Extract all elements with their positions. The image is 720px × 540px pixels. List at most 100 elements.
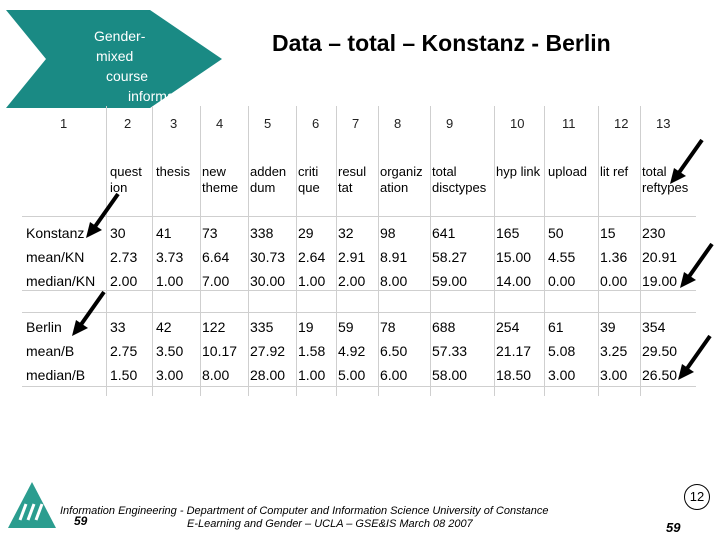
- row-label: mean/KN: [26, 249, 85, 265]
- column-number: 5: [264, 116, 272, 131]
- slide-number-badge: 12: [684, 484, 710, 510]
- table-cell: 50: [548, 225, 564, 241]
- table-cell: 26.50: [642, 367, 678, 383]
- table-cell: 1.00: [298, 367, 326, 383]
- table-cell: 28.00: [250, 367, 286, 383]
- column-label: thesis: [156, 164, 190, 179]
- column-label: resul: [338, 164, 367, 179]
- banner-line: mixed: [96, 48, 134, 64]
- black-arrow-icon: [678, 334, 712, 380]
- column-label: organiz: [380, 164, 423, 179]
- column-label: lit ref: [600, 164, 629, 179]
- column-number: 12: [614, 116, 629, 131]
- row-label: median/B: [26, 367, 86, 383]
- column-number: 8: [394, 116, 402, 131]
- column-number: 4: [216, 116, 224, 131]
- table-cell: 8.91: [380, 249, 408, 265]
- column-number: 7: [352, 116, 360, 131]
- table-cell: 30: [110, 225, 126, 241]
- table-cell: 5.08: [548, 343, 576, 359]
- column-label: ion: [110, 180, 128, 195]
- table-cell: 29.50: [642, 343, 678, 359]
- table-cell: 57.33: [432, 343, 468, 359]
- banner-line: informat: [128, 88, 179, 104]
- column-number: 11: [562, 116, 576, 131]
- table-cell: 254: [496, 319, 520, 335]
- table-cell: 4.55: [548, 249, 576, 265]
- column-label: total: [432, 164, 457, 179]
- table-cell: 2.00: [110, 273, 138, 289]
- table-cell: 58.00: [432, 367, 468, 383]
- row-label: mean/B: [26, 343, 75, 359]
- table-cell: 7.00: [202, 273, 230, 289]
- table-cell: 2.91: [338, 249, 366, 265]
- column-number: 13: [656, 116, 671, 131]
- table-cell: 1.00: [156, 273, 184, 289]
- footer-event: E-Learning and Gender – UCLA – GSE&IS Ma…: [187, 518, 473, 530]
- column-label: hyp link: [496, 164, 541, 179]
- column-label: quest: [110, 164, 142, 179]
- footer-institution: Information Engineering - Department of …: [60, 505, 549, 517]
- table-cell: 15: [600, 225, 616, 241]
- table-cell: 59.00: [432, 273, 468, 289]
- column-label: upload: [548, 164, 588, 179]
- column-label: que: [298, 180, 320, 195]
- table-cell: 21.17: [496, 343, 532, 359]
- column-label: ation: [380, 180, 409, 195]
- black-arrow-icon: [680, 242, 714, 288]
- table-cell: 18.50: [496, 367, 532, 383]
- table-cell: 33: [110, 319, 126, 335]
- grid-line: [296, 106, 297, 396]
- grid-line: [248, 106, 249, 396]
- grid-line: [22, 386, 696, 387]
- table-cell: 4.92: [338, 343, 366, 359]
- table-cell: 59: [338, 319, 354, 335]
- column-number: 1: [60, 116, 68, 131]
- table-cell: 688: [432, 319, 456, 335]
- university-logo-icon: [8, 482, 56, 528]
- table-cell: 165: [496, 225, 520, 241]
- grid-line: [640, 106, 641, 396]
- column-number: 3: [170, 116, 178, 131]
- column-label: total: [642, 164, 667, 179]
- page-number-right: 59: [666, 520, 681, 535]
- grid-line: [378, 106, 379, 396]
- table-cell: 30.73: [250, 249, 286, 265]
- table-cell: 0.00: [600, 273, 628, 289]
- table-cell: 2.00: [338, 273, 366, 289]
- table-cell: 3.50: [156, 343, 184, 359]
- table-cell: 8.00: [202, 367, 230, 383]
- table-cell: 32: [338, 225, 354, 241]
- grid-line: [430, 106, 431, 396]
- column-label: tat: [338, 180, 353, 195]
- grid-line: [106, 106, 107, 396]
- column-label: theme: [202, 180, 239, 195]
- table-cell: 338: [250, 225, 274, 241]
- page-number-left: 59: [74, 514, 88, 528]
- table-cell: 41: [156, 225, 172, 241]
- banner-line: course: [106, 68, 149, 84]
- column-number: 10: [510, 116, 525, 131]
- table-cell: 2.75: [110, 343, 138, 359]
- black-arrow-icon: [72, 290, 106, 336]
- table-cell: 14.00: [496, 273, 532, 289]
- table-cell: 15.00: [496, 249, 532, 265]
- table-cell: 1.58: [298, 343, 326, 359]
- table-cell: 3.73: [156, 249, 184, 265]
- table-cell: 335: [250, 319, 274, 335]
- grid-line: [598, 106, 599, 396]
- grid-line: [336, 106, 337, 396]
- table-cell: 6.64: [202, 249, 230, 265]
- table-cell: 27.92: [250, 343, 286, 359]
- table-cell: 29: [298, 225, 314, 241]
- table-cell: 58.27: [432, 249, 468, 265]
- column-number: 9: [446, 116, 454, 131]
- black-arrow-icon: [86, 192, 120, 238]
- column-label: new: [202, 164, 226, 179]
- column-number: 2: [124, 116, 132, 131]
- chevron-shape: [6, 10, 222, 108]
- column-label: adden: [250, 164, 287, 179]
- row-label: Berlin: [26, 319, 62, 335]
- table-cell: 2.64: [298, 249, 326, 265]
- table-cell: 122: [202, 319, 226, 335]
